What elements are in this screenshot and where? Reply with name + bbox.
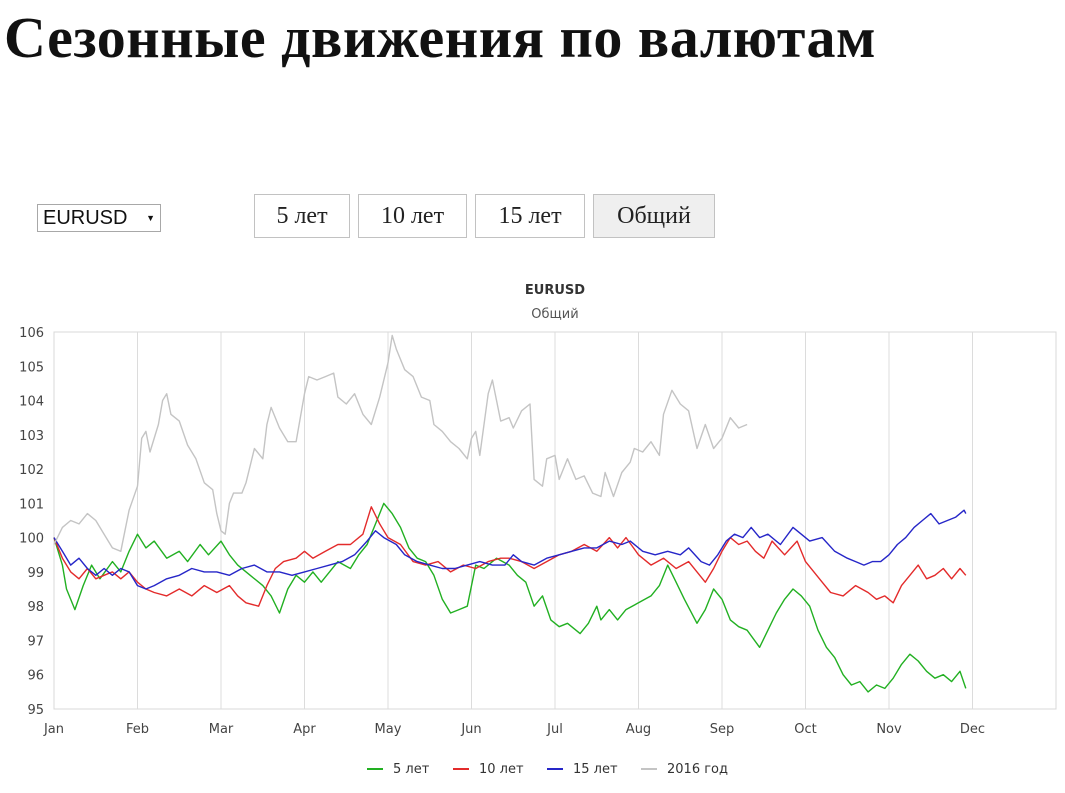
legend-label-3: 15 лет: [573, 762, 618, 777]
series-line-1: [53, 502, 967, 693]
seasonality-chart: EURUSD Общий Jan Feb Mar Apr May Jun Jul Aug Sep…: [19, 283, 1057, 777]
x-tick-label: Nov: [876, 722, 902, 737]
y-tick-label: 104: [19, 395, 44, 410]
y-tick-label: 100: [19, 532, 44, 547]
x-tick-label: Sep: [710, 722, 735, 737]
x-tick-label: Feb: [126, 722, 149, 737]
legend-label-4: 2016 год: [667, 762, 728, 777]
chart-series: [53, 334, 967, 693]
y-tick-label: 102: [19, 463, 44, 478]
y-tick-label: 105: [19, 360, 44, 375]
x-tick-label: Mar: [209, 722, 234, 737]
x-tick-label: Jan: [43, 722, 64, 737]
chart-axes: Jan Feb Mar Apr May Jun Jul Aug Sep Oct Nov Dec 95 96…: [19, 326, 985, 737]
x-tick-label: Oct: [794, 722, 816, 737]
currency-pair-select[interactable]: EURUSD ▼: [37, 204, 161, 232]
x-tick-label: Apr: [293, 722, 316, 737]
x-tick-label: Aug: [626, 722, 651, 737]
x-tick-label: Dec: [960, 722, 985, 737]
period-15-years-button[interactable]: 15 лет: [475, 194, 585, 238]
y-tick-label: 106: [19, 326, 44, 341]
currency-pair-value: EURUSD: [43, 206, 128, 229]
series-line-4: [53, 334, 748, 552]
y-tick-label: 95: [27, 703, 44, 718]
chart-subtitle: Общий: [531, 307, 578, 322]
y-tick-label: 97: [27, 634, 44, 649]
chart-title: EURUSD: [525, 283, 585, 298]
legend-label-1: 5 лет: [393, 762, 430, 777]
period-overall-button[interactable]: Общий: [593, 194, 715, 238]
period-5-years-button[interactable]: 5 лет: [254, 194, 350, 238]
page-title: Сезонные движения по валютам: [4, 5, 877, 70]
dropdown-arrow-icon: ▼: [146, 213, 155, 223]
legend-label-2: 10 лет: [479, 762, 524, 777]
chart-legend: 5 лет 10 лет 15 лет 2016 год: [367, 762, 728, 777]
chart-grid: [53, 331, 1057, 710]
series-line-3: [53, 509, 967, 590]
period-10-years-button[interactable]: 10 лет: [358, 194, 467, 238]
y-tick-label: 96: [27, 669, 44, 684]
x-tick-label: May: [375, 722, 402, 737]
x-tick-label: Jul: [546, 722, 563, 737]
y-tick-label: 99: [27, 566, 44, 581]
y-tick-label: 101: [19, 497, 44, 512]
x-tick-label: Jun: [460, 722, 481, 737]
y-tick-label: 103: [19, 429, 44, 444]
y-tick-label: 98: [27, 600, 44, 615]
